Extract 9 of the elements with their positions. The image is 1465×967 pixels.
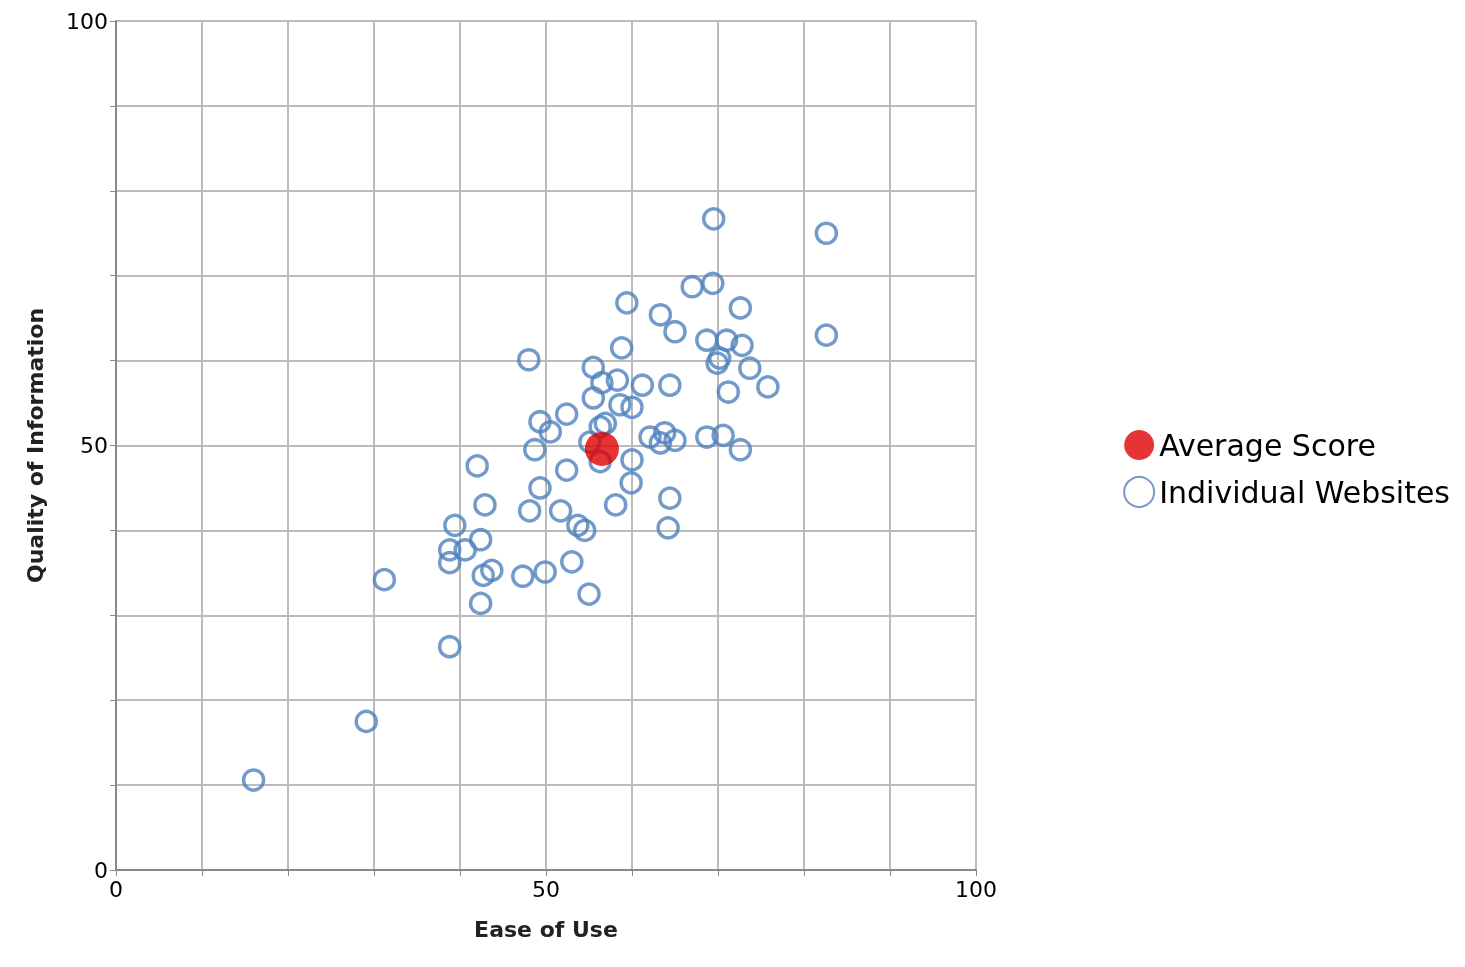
y-axis-title: Quality of Information (22, 307, 48, 584)
x-axis-title: Ease of Use (474, 916, 618, 942)
legend-label: Individual Websites (1159, 474, 1450, 510)
y-tick-label: 50 (80, 433, 108, 458)
y-tick-label: 100 (66, 8, 108, 34)
x-tick-label: 50 (532, 876, 560, 902)
y-tick-label: 0 (94, 857, 108, 883)
x-tick-label: 100 (955, 876, 997, 902)
legend-label: Average Score (1159, 427, 1376, 463)
